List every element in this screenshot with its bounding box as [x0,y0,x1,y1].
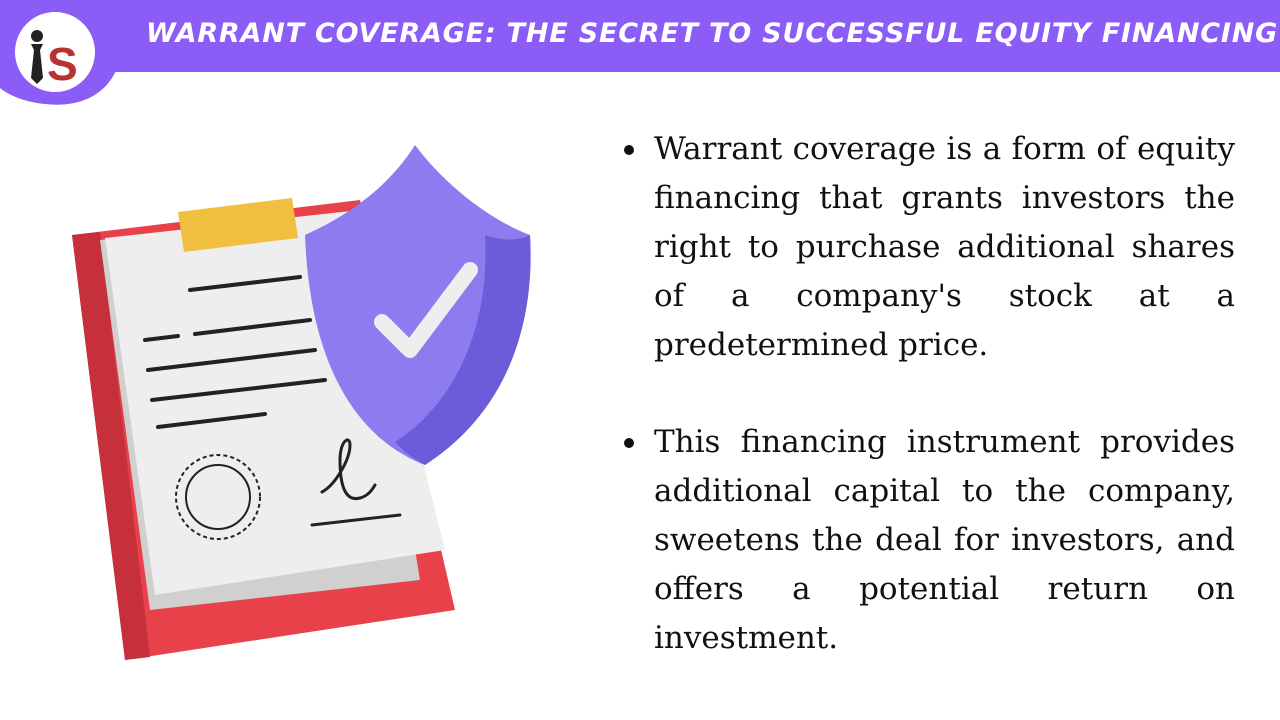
signature-icon [310,438,402,527]
logo-icon: S [0,0,120,105]
bullet-dot [624,438,634,448]
bullet-text: This financing instrument provides addit… [654,424,1235,656]
bullet-dot [624,145,634,155]
header-bar: WARRANT COVERAGE: THE SECRET TO SUCCESSF… [0,0,1280,72]
document-illustration [60,140,550,670]
logo: S [0,0,120,110]
list-item: Warrant coverage is a form of equity fin… [620,125,1235,370]
shield-check-icon [305,145,531,465]
bullet-text: Warrant coverage is a form of equity fin… [654,131,1235,363]
bullet-list: Warrant coverage is a form of equity fin… [620,125,1235,711]
list-item: This financing instrument provides addit… [620,418,1235,663]
logo-letter: S [47,38,78,90]
clip-icon [178,198,298,252]
page-title: WARRANT COVERAGE: THE SECRET TO SUCCESSF… [146,18,1279,49]
seal-icon [175,454,261,540]
